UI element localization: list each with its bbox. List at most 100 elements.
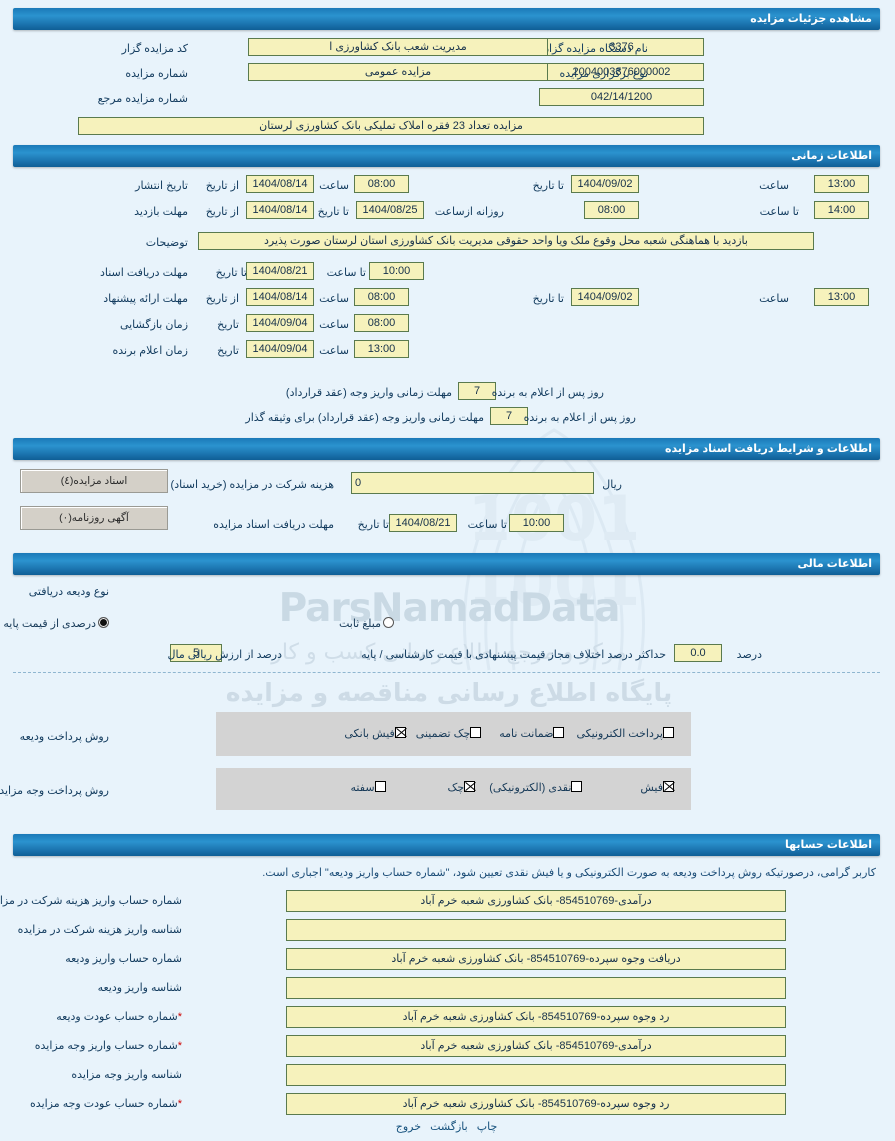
field-deposit-percent[interactable]: 5 — [171, 644, 223, 662]
label-auction-payment-method: روش پرداخت وجه مزایده — [0, 785, 110, 797]
field-offer-from-date[interactable]: 1404/08/14 — [247, 288, 315, 306]
radio-percent-label: درصدی از قیمت پایه — [4, 618, 97, 630]
checkbox-option[interactable]: پرداخت الکترونیکی — [577, 727, 675, 740]
label-account-row: شماره حساب واریز ودیعه — [66, 953, 183, 965]
deposit-method-options[interactable]: پرداخت الکترونیکی ضمانت نامه چک تضمینی فیش … — [329, 727, 675, 740]
field-auction-title[interactable]: مزایده تعداد 23 فقره املاک تملیکی بانک ک… — [79, 117, 705, 135]
field-publish-from-date[interactable]: 1404/08/14 — [247, 175, 315, 193]
field-auction-type[interactable]: مزایده عمومی — [249, 63, 549, 81]
checkbox-label: فیش بانکی — [345, 728, 396, 740]
label-payment-days-collateral-suffix: روز پس از اعلام به برنده — [524, 412, 637, 424]
label-account-row: شناسه واریز هزینه شرکت در مزایده — [18, 924, 183, 936]
label-reference-number: شماره مزایده مرجع — [98, 93, 189, 105]
required-marker: * — [178, 1011, 183, 1023]
field-publish-to-date[interactable]: 1404/09/02 — [572, 175, 640, 193]
label-payment-days-collateral: مهلت زمانی واریز وجه (عقد قرارداد) برای … — [246, 412, 485, 424]
field-payment-days-collateral[interactable]: 7 — [491, 407, 529, 425]
label-opening-hour: ساعت — [320, 319, 350, 331]
label-opening-date: تاریخ — [218, 319, 240, 331]
field-participation-cost[interactable]: 0 — [352, 472, 595, 494]
field-docs-deadline-date[interactable]: 1404/08/21 — [247, 262, 315, 280]
checkbox-option[interactable]: سفته — [352, 781, 387, 794]
checkbox-label: نقدی (الکترونیکی) — [490, 782, 573, 794]
label-docs-receipt-to: تا تاریخ — [358, 519, 390, 531]
label-winner-time: زمان اعلام برنده — [113, 345, 189, 357]
auction-documents-button[interactable]: اسناد مزایده(٤) — [21, 469, 169, 493]
checkbox-option[interactable]: نقدی (الکترونیکی) — [490, 781, 584, 794]
radio-fixed-indicator[interactable] — [384, 617, 395, 628]
field-visit-description[interactable]: بازدید با هماهنگی شعبه محل وقوع ملک ویا … — [199, 232, 815, 250]
checkbox-indicator[interactable] — [465, 781, 477, 792]
radio-percent-of-base-price[interactable]: درصدی از قیمت پایه — [2, 617, 110, 630]
label-auction-number: شماره مزایده — [126, 68, 189, 80]
checkbox-option[interactable]: فیش — [641, 781, 675, 794]
field-winner-date[interactable]: 1404/09/04 — [247, 340, 315, 358]
field-account-row[interactable] — [287, 977, 787, 999]
field-visit-daily-from[interactable]: 08:00 — [585, 201, 640, 219]
checkbox-indicator[interactable] — [664, 781, 675, 792]
field-offer-to-date[interactable]: 1404/09/02 — [572, 288, 640, 306]
label-max-price-difference: حداکثر درصد اختلاف مجاز قیمت پیشنهادی با… — [362, 649, 667, 661]
back-link[interactable]: بازگشت — [431, 1121, 469, 1133]
field-offer-from-hour[interactable]: 08:00 — [355, 288, 410, 306]
section-header-details: مشاهده جزئیات مزایده — [14, 8, 881, 30]
label-deposit-type: نوع ودیعه دریافتی — [29, 586, 110, 598]
field-auction-code[interactable]: 3376 — [540, 38, 705, 56]
newspaper-ad-button[interactable]: آگهی روزنامه(٠) — [21, 506, 169, 530]
field-account-row[interactable]: رد وجوه سپرده-854510769- بانک کشاورزی شع… — [287, 1093, 787, 1115]
label-auction-type: نوع برگزاری مزایده — [560, 68, 649, 80]
field-account-row[interactable]: درآمدی-854510769- بانک کشاورزی شعبه خرم … — [287, 1035, 787, 1057]
checkbox-indicator[interactable] — [375, 781, 387, 792]
field-publish-to-hour[interactable]: 13:00 — [815, 175, 870, 193]
checkbox-option[interactable]: چک تضمینی — [417, 727, 483, 740]
field-visit-to-date[interactable]: 1404/08/25 — [357, 201, 425, 219]
field-winner-hour[interactable]: 13:00 — [355, 340, 410, 358]
exit-link[interactable]: خروج — [396, 1121, 423, 1133]
label-offer-from: از تاریخ — [206, 293, 240, 305]
field-max-price-difference[interactable]: 0.0 — [675, 644, 723, 662]
print-link[interactable]: چاپ — [477, 1121, 499, 1133]
field-account-row[interactable]: دریافت وجوه سپرده-854510769- بانک کشاورز… — [287, 948, 787, 970]
field-payment-days[interactable]: 7 — [459, 382, 497, 400]
checkbox-indicator[interactable] — [554, 727, 566, 738]
field-visit-from-date[interactable]: 1404/08/14 — [247, 201, 315, 219]
label-offer-to-hour: ساعت — [760, 293, 790, 305]
label-publish-to: تا تاریخ — [533, 180, 565, 192]
field-offer-to-hour[interactable]: 13:00 — [815, 288, 870, 306]
field-auction-number[interactable]: 2004003376000002 — [540, 63, 705, 81]
field-opening-date[interactable]: 1404/09/04 — [247, 314, 315, 332]
radio-percent-indicator[interactable] — [99, 617, 110, 628]
label-winner-hour: ساعت — [320, 345, 350, 357]
label-visit-daily-to: تا ساعت — [760, 206, 800, 218]
label-visit-deadline: مهلت بازدید — [135, 206, 189, 218]
checkbox-option[interactable]: فیش بانکی — [345, 727, 407, 740]
label-deposit-payment-method: روش پرداخت ودیعه — [20, 731, 110, 743]
field-organization[interactable]: مدیریت شعب بانک کشاورزی ا — [249, 38, 549, 56]
label-docs-receipt-deadline: مهلت دریافت اسناد مزایده — [214, 519, 335, 531]
field-account-row[interactable]: رد وجوه سپرده-854510769- بانک کشاورزی شع… — [287, 1006, 787, 1028]
checkbox-option[interactable]: ضمانت نامه — [500, 727, 566, 740]
checkbox-indicator[interactable] — [664, 727, 675, 738]
field-publish-from-hour[interactable]: 08:00 — [355, 175, 410, 193]
field-docs-deadline-hour[interactable]: 10:00 — [370, 262, 425, 280]
field-visit-daily-to[interactable]: 14:00 — [815, 201, 870, 219]
checkbox-indicator[interactable] — [395, 727, 407, 738]
field-account-row[interactable] — [287, 919, 787, 941]
required-marker: * — [178, 1040, 183, 1052]
checkbox-option[interactable]: چک — [449, 781, 477, 794]
field-opening-hour[interactable]: 08:00 — [355, 314, 410, 332]
field-account-row[interactable] — [287, 1064, 787, 1086]
label-visit-description: توضیحات — [146, 237, 189, 249]
checkbox-indicator[interactable] — [471, 727, 483, 738]
label-publish-from-hour: ساعت — [320, 180, 350, 192]
checkbox-label: پرداخت الکترونیکی — [577, 728, 664, 740]
radio-fixed-amount[interactable]: مبلغ ثابت — [338, 617, 395, 630]
auction-pay-options[interactable]: فیش نقدی (الکترونیکی) چک سفته — [336, 781, 675, 794]
field-account-row[interactable]: درآمدی-854510769- بانک کشاورزی شعبه خرم … — [287, 890, 787, 912]
field-reference-number[interactable]: 042/14/1200 — [540, 88, 705, 106]
field-docs-receipt-date[interactable]: 1404/08/21 — [390, 514, 458, 532]
checkbox-indicator[interactable] — [572, 781, 584, 792]
label-visit-daily: روزانه ازساعت — [435, 206, 505, 218]
field-docs-receipt-hour[interactable]: 10:00 — [510, 514, 565, 532]
section-header-financial: اطلاعات مالی — [14, 553, 881, 575]
